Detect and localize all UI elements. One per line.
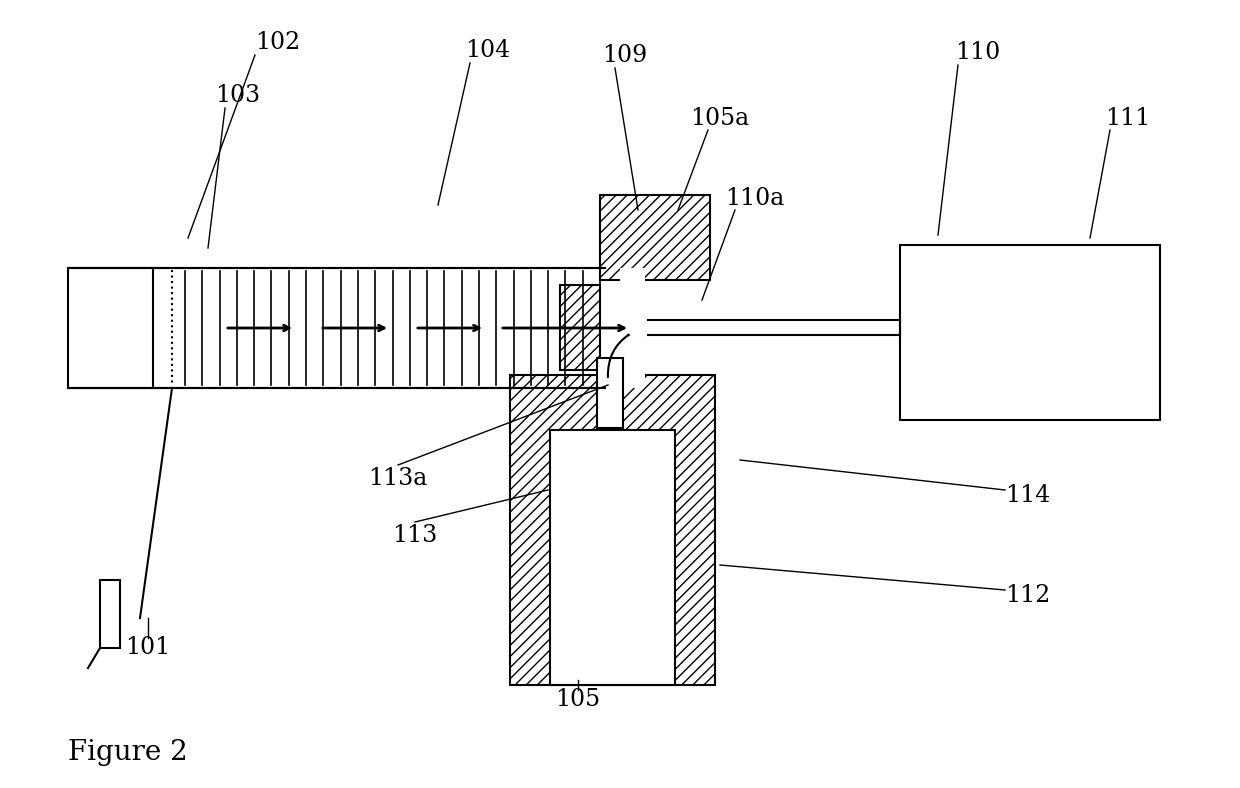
Bar [596, 358, 622, 428]
Bar [620, 268, 645, 388]
Text: 105a: 105a [691, 106, 749, 129]
Bar [600, 195, 711, 280]
Bar [560, 285, 600, 370]
Text: 111: 111 [1105, 106, 1151, 129]
Text: 105: 105 [556, 689, 600, 712]
Text: 114: 114 [1006, 484, 1050, 507]
Bar [900, 245, 1159, 420]
Text: 113a: 113a [368, 466, 428, 489]
Bar [68, 268, 153, 388]
Text: 104: 104 [465, 39, 511, 61]
Bar [100, 580, 120, 648]
Text: 101: 101 [125, 637, 171, 660]
Text: Figure 2: Figure 2 [68, 738, 187, 765]
Text: 103: 103 [216, 84, 260, 106]
Text: 102: 102 [255, 31, 300, 54]
Text: 112: 112 [1006, 583, 1050, 607]
FancyArrowPatch shape [608, 335, 629, 377]
Bar [510, 375, 715, 685]
Text: 109: 109 [603, 43, 647, 66]
Text: 110: 110 [955, 40, 1001, 64]
Text: 113: 113 [392, 523, 438, 547]
Text: 110a: 110a [725, 187, 785, 210]
Bar [551, 430, 675, 685]
